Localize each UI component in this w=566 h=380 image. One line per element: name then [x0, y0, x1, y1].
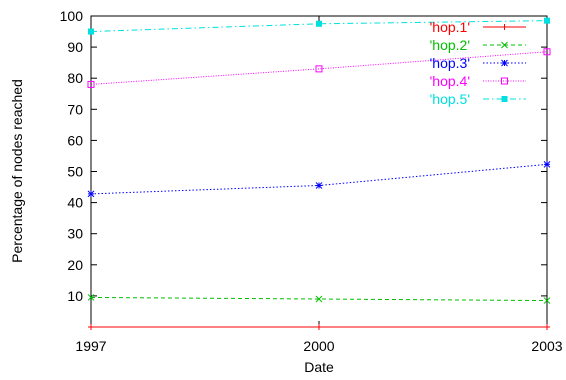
series-line [90, 20, 548, 33]
x-tick-label: 1997 [75, 338, 106, 354]
y-tick-label: 10 [67, 288, 83, 304]
x-tick-label: 2000 [303, 338, 334, 354]
y-tick-label: 100 [60, 8, 84, 24]
y-tick-label: 60 [67, 132, 83, 148]
legend-marker [501, 59, 508, 67]
series-2 [87, 294, 551, 304]
legend-label: 'hop.5' [430, 91, 470, 107]
legend-marker [501, 41, 508, 49]
data-point [315, 295, 323, 303]
legend-label: 'hop.1' [430, 19, 470, 35]
data-point [543, 48, 551, 56]
legend-marker [501, 24, 508, 30]
y-tick-label: 40 [67, 195, 83, 211]
legend-item: 'hop.4' [430, 73, 526, 89]
series-3 [87, 160, 551, 198]
y-tick-label: 70 [67, 101, 83, 117]
legend-label: 'hop.3' [430, 55, 470, 71]
y-tick-label: 20 [67, 257, 83, 273]
data-point [88, 28, 94, 35]
axis-ticks: 10 20 30 40 50 60 70 80 90 100 1997 2000 2003 [60, 8, 563, 354]
legend-marker [501, 77, 508, 85]
series-5 [88, 17, 550, 35]
data-point [87, 80, 95, 88]
data-point [543, 297, 551, 304]
data-point [544, 324, 550, 330]
data-point [88, 324, 94, 330]
series-line [90, 296, 548, 302]
y-tick-label: 50 [67, 164, 83, 180]
y-tick-label: 80 [67, 70, 83, 86]
legend: 'hop.1' 'hop.2' 'hop.3' 'hop.4' 'hop.5' [430, 19, 526, 107]
legend-label: 'hop.4' [430, 73, 470, 89]
x-axis-label: Date [304, 359, 334, 375]
legend-marker [501, 96, 508, 102]
series-layer [87, 17, 551, 330]
legend-item: 'hop.2' [430, 37, 526, 53]
series-line [90, 51, 548, 85]
legend-item: 'hop.1' [430, 19, 526, 35]
y-tick-label: 30 [67, 226, 83, 242]
data-point [315, 182, 323, 189]
data-point [544, 17, 550, 24]
data-point [315, 65, 323, 73]
data-point [87, 190, 95, 198]
x-tick-label: 2003 [531, 338, 562, 354]
data-point [543, 160, 551, 168]
series-line [90, 163, 548, 195]
legend-item: 'hop.5' [430, 91, 526, 107]
y-tick-label: 90 [67, 39, 83, 55]
data-point [316, 20, 322, 27]
series-4 [87, 48, 551, 88]
series-1 [88, 324, 550, 330]
y-axis-label: Percentage of nodes reached [9, 79, 25, 263]
data-point [87, 294, 95, 301]
legend-label: 'hop.2' [430, 37, 470, 53]
legend-item: 'hop.3' [430, 55, 526, 71]
data-point [316, 324, 322, 330]
plot-frame [90, 15, 548, 328]
